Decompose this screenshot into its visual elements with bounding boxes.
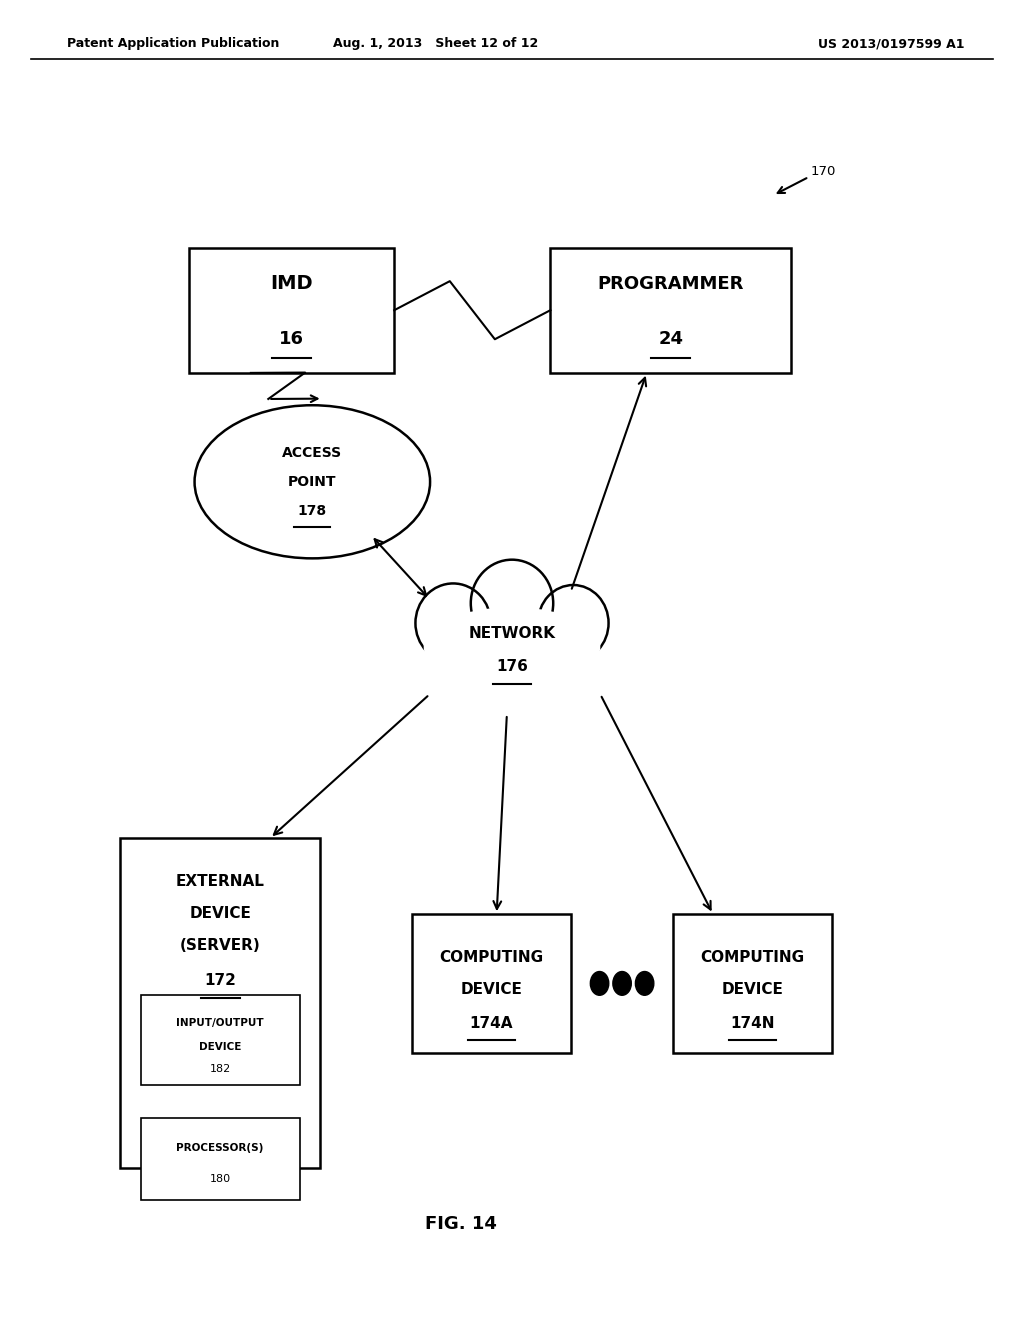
Ellipse shape xyxy=(400,599,624,702)
Text: 174N: 174N xyxy=(730,1015,775,1031)
Bar xyxy=(189,248,394,372)
Text: DEVICE: DEVICE xyxy=(722,982,783,998)
Text: 170: 170 xyxy=(811,165,837,178)
Bar xyxy=(141,1118,299,1200)
Text: IMD: IMD xyxy=(270,275,313,293)
Circle shape xyxy=(635,972,654,995)
Text: ACCESS: ACCESS xyxy=(283,446,342,459)
Text: DEVICE: DEVICE xyxy=(199,1041,242,1052)
Bar xyxy=(121,838,319,1168)
Bar xyxy=(551,248,792,372)
Text: 16: 16 xyxy=(280,330,304,348)
Ellipse shape xyxy=(471,560,553,647)
Circle shape xyxy=(590,972,608,995)
Circle shape xyxy=(612,972,631,995)
Text: COMPUTING: COMPUTING xyxy=(439,949,544,965)
Bar xyxy=(412,913,571,1053)
Text: INPUT/OUTPUT: INPUT/OUTPUT xyxy=(176,1018,264,1028)
Text: US 2013/0197599 A1: US 2013/0197599 A1 xyxy=(817,37,965,50)
Text: 172: 172 xyxy=(204,973,237,989)
Text: (SERVER): (SERVER) xyxy=(180,937,260,953)
Text: EXTERNAL: EXTERNAL xyxy=(176,874,264,890)
Text: Aug. 1, 2013   Sheet 12 of 12: Aug. 1, 2013 Sheet 12 of 12 xyxy=(333,37,538,50)
Ellipse shape xyxy=(424,607,600,686)
Bar xyxy=(394,655,630,706)
Text: 182: 182 xyxy=(210,1064,230,1074)
Text: PROCESSOR(S): PROCESSOR(S) xyxy=(176,1143,264,1154)
Ellipse shape xyxy=(416,583,490,663)
Text: DEVICE: DEVICE xyxy=(461,982,522,998)
Text: PROGRAMMER: PROGRAMMER xyxy=(598,275,743,293)
Text: 178: 178 xyxy=(298,504,327,517)
Text: COMPUTING: COMPUTING xyxy=(700,949,805,965)
Text: 174A: 174A xyxy=(470,1015,513,1031)
Ellipse shape xyxy=(195,405,430,558)
Text: NETWORK: NETWORK xyxy=(469,626,555,642)
Text: POINT: POINT xyxy=(288,475,337,488)
Ellipse shape xyxy=(538,585,608,661)
Text: Patent Application Publication: Patent Application Publication xyxy=(67,37,279,50)
Text: 24: 24 xyxy=(658,330,683,348)
Bar xyxy=(674,913,831,1053)
Text: 180: 180 xyxy=(210,1173,230,1184)
Text: FIG. 14: FIG. 14 xyxy=(425,1214,497,1233)
Text: DEVICE: DEVICE xyxy=(189,906,251,921)
Bar xyxy=(141,995,299,1085)
Text: 176: 176 xyxy=(496,659,528,675)
